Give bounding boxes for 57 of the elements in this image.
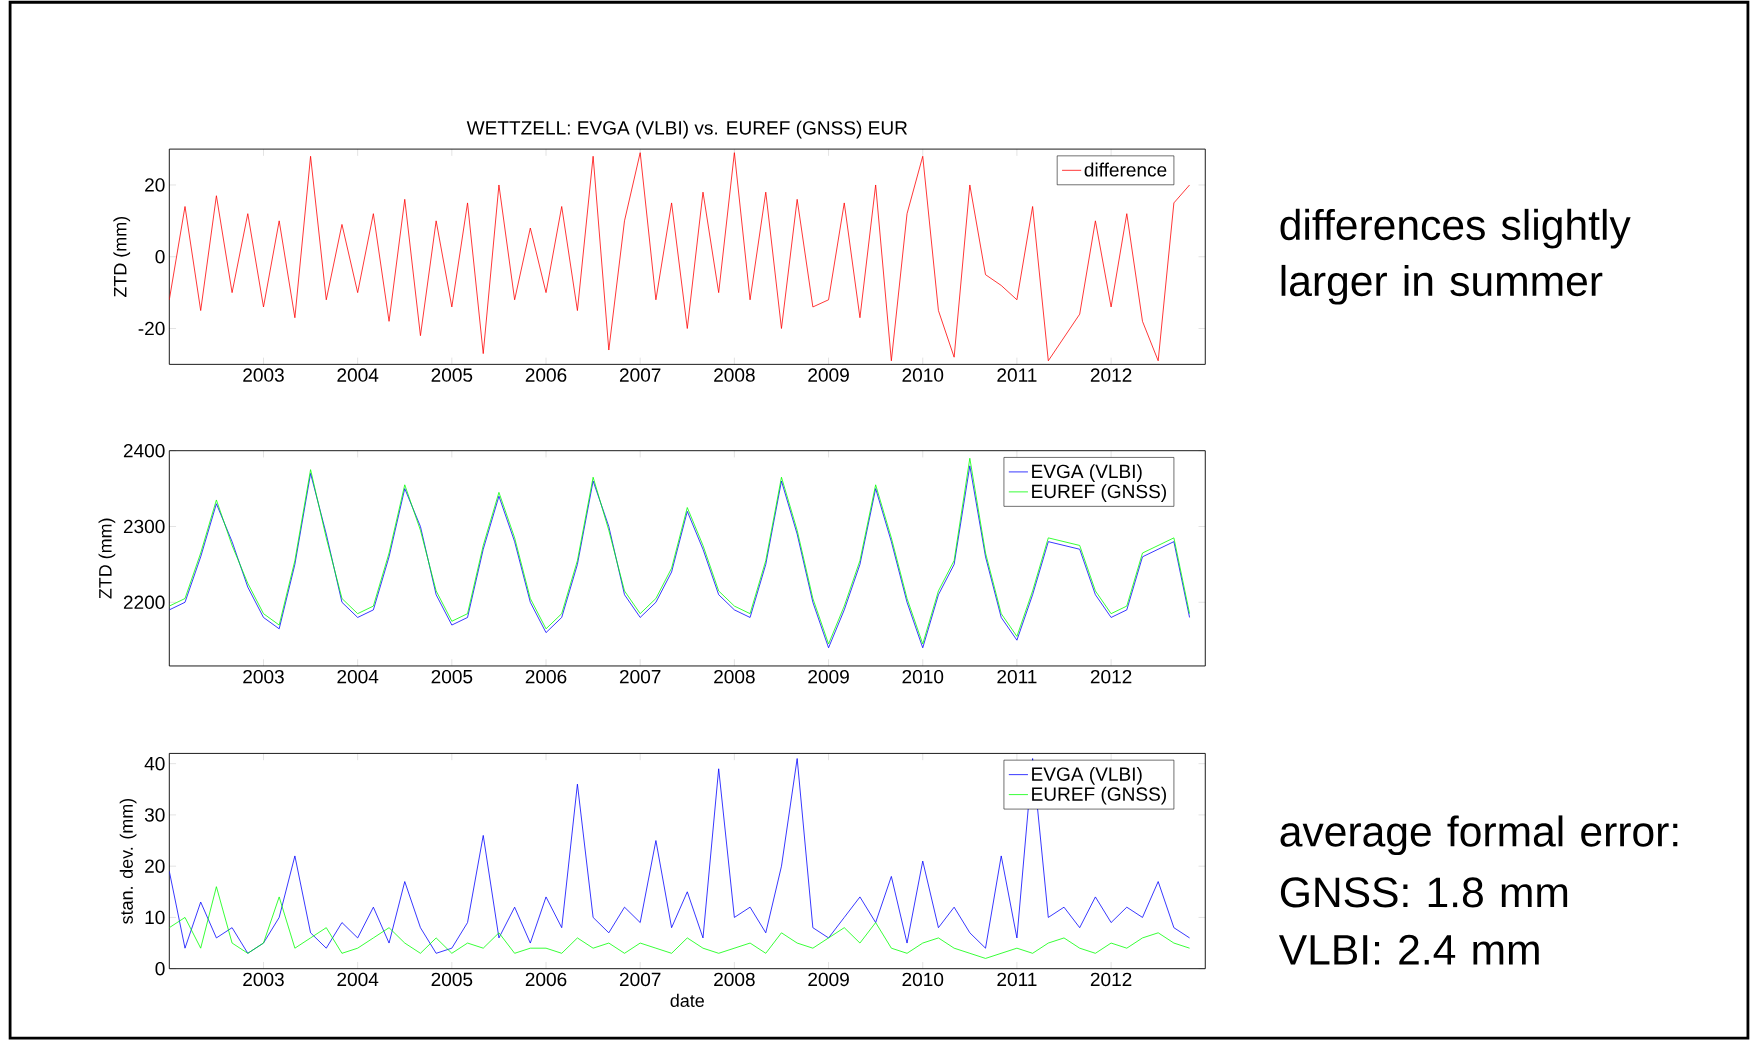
- x-tick-label: 2011: [997, 669, 1037, 684]
- x-tick-label: 2010: [902, 972, 944, 986]
- legend-label: EVGA (VLBI): [1032, 463, 1142, 482]
- x-tick-label: 2005: [431, 972, 473, 986]
- x-tick-label: 2008: [714, 368, 755, 382]
- x-tick-label: 2008: [714, 669, 755, 684]
- y-tick-label: 40: [144, 756, 165, 771]
- y-axis-title: ZTD (mm): [113, 216, 131, 297]
- y-axis-title: ZTD (mm): [98, 518, 116, 599]
- line-series: [169, 152, 1190, 361]
- x-tick-label: 2009: [808, 972, 849, 986]
- y-tick-label: 0: [155, 249, 165, 264]
- x-tick-label: 2006: [525, 669, 567, 684]
- text: differences slightly larger in summer: [1280, 208, 1631, 305]
- chart-title: WETTZELL: EVGA (VLBI) vs. EUREF (GNSS) EUR: [466, 120, 908, 139]
- y-tick-label: 2200: [123, 595, 165, 609]
- x-axis-title: date: [670, 993, 704, 1007]
- x-tick-label: 2012: [1090, 368, 1132, 382]
- x-tick-label: 2012: [1090, 972, 1132, 986]
- legend-label: EUREF (GNSS): [1032, 786, 1166, 805]
- x-tick-label: 2010: [902, 368, 944, 382]
- y-tick-label: 20: [145, 859, 165, 873]
- y-tick-label: 10: [145, 910, 165, 924]
- x-tick-label: 2006: [525, 972, 567, 986]
- x-tick-label: 2006: [525, 368, 567, 382]
- y-tick-label: 0: [155, 961, 165, 976]
- y-axis-title: stan. dev. (mm): [119, 798, 137, 924]
- x-tick-label: 2010: [902, 669, 944, 684]
- legend-label: EUREF (GNSS): [1032, 483, 1166, 502]
- x-tick-label: 2004: [337, 368, 379, 382]
- x-tick-label: 2005: [431, 669, 473, 684]
- x-tick-label: 2009: [808, 669, 849, 684]
- x-tick-label: 2011: [997, 368, 1037, 382]
- x-tick-label: 2004: [337, 669, 379, 684]
- x-tick-label: 2007: [619, 972, 661, 986]
- x-tick-label: 2005: [431, 368, 473, 382]
- y-tick-label: 30: [144, 807, 165, 822]
- text: average formal error:: [1280, 815, 1678, 855]
- y-tick-label: -20: [138, 321, 165, 336]
- x-tick-label: 2003: [243, 669, 284, 684]
- line-series: [169, 757, 1190, 954]
- x-tick-label: 2008: [714, 972, 755, 986]
- legend-label: EVGA (VLBI): [1032, 766, 1142, 785]
- y-tick-label: 20: [145, 178, 165, 192]
- x-tick-label: 2003: [243, 368, 284, 382]
- x-tick-label: 2003: [243, 972, 284, 986]
- x-tick-label: 2004: [337, 972, 379, 986]
- x-tick-label: 2007: [619, 669, 661, 684]
- y-tick-label: 2400: [123, 443, 165, 458]
- text: VLBI: 2.4 mm: [1278, 934, 1539, 965]
- x-tick-label: 2009: [808, 368, 849, 382]
- text: GNSS: 1.8 mm: [1280, 877, 1568, 908]
- x-tick-label: 2011: [997, 972, 1037, 986]
- y-tick-label: 2300: [123, 519, 165, 534]
- x-tick-label: 2007: [619, 368, 661, 382]
- x-tick-label: 2012: [1090, 669, 1132, 684]
- legend-label: difference: [1084, 162, 1167, 177]
